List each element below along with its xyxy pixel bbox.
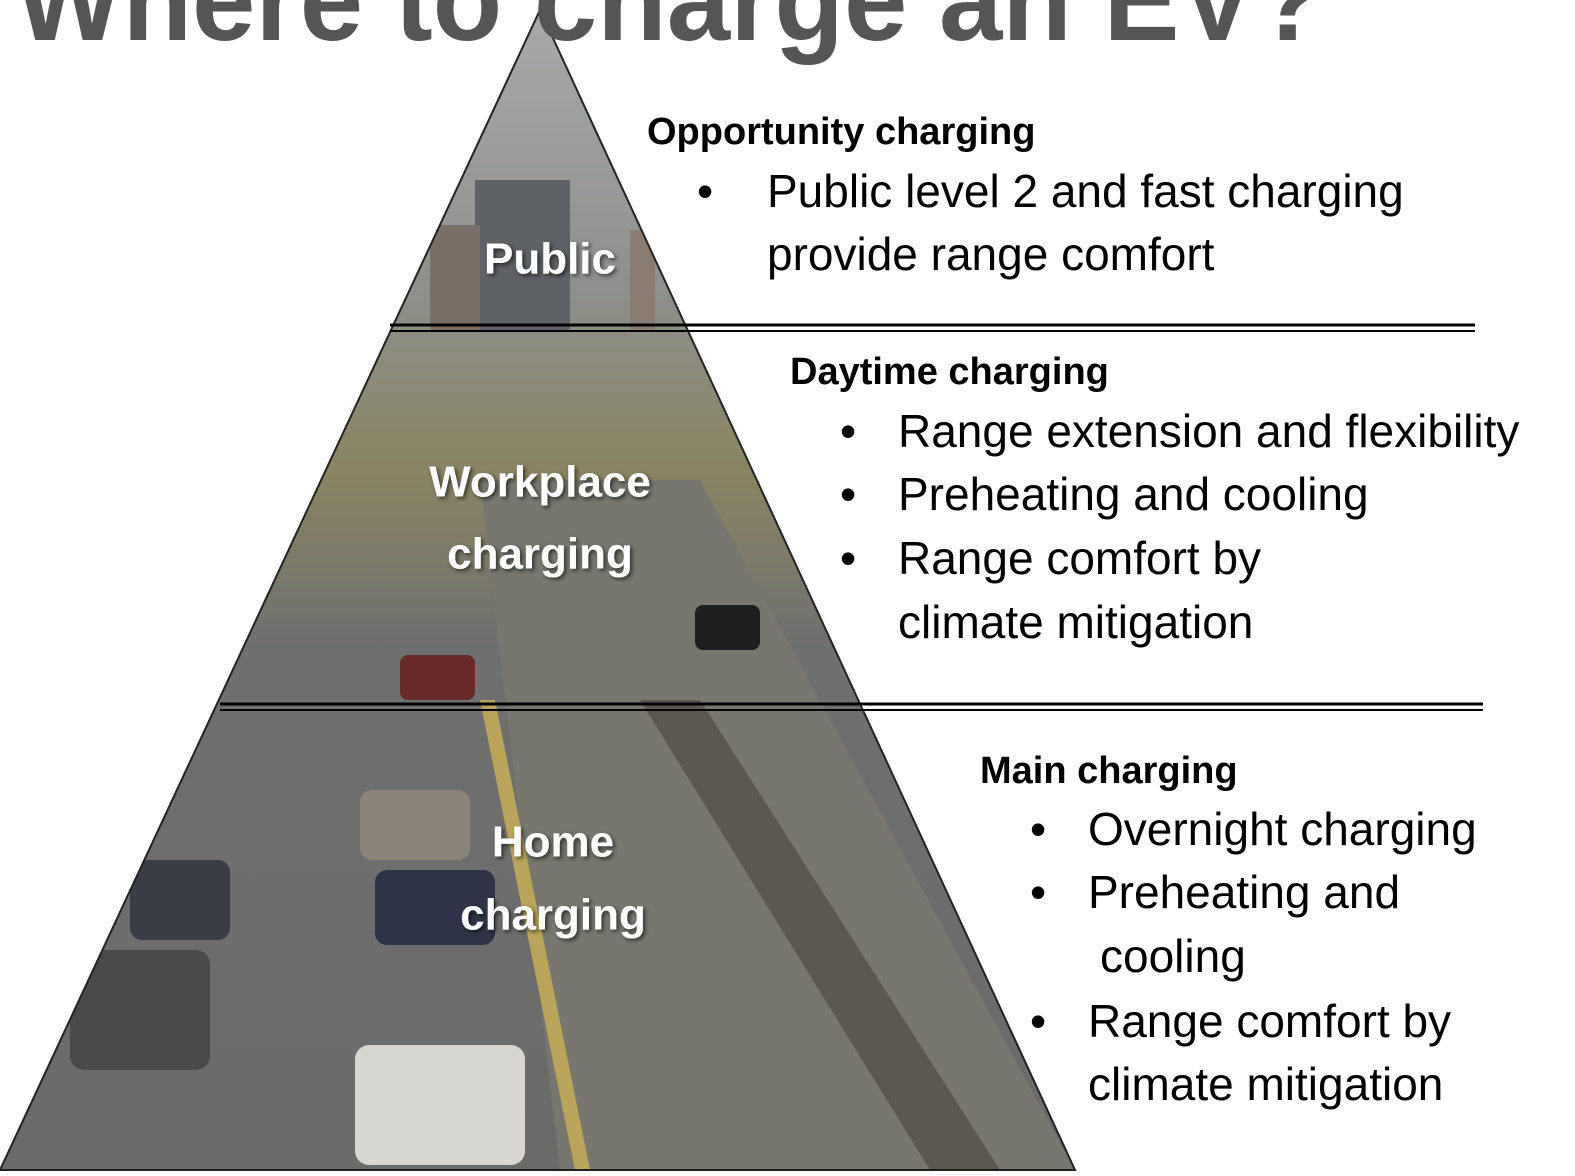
bullet-dot: •: [1030, 995, 1046, 1047]
tier-heading: Main charging: [980, 750, 1238, 792]
bullet-dot: •: [840, 405, 856, 457]
bullet-text: Preheating and: [1088, 866, 1400, 918]
bullet-dot: •: [1030, 866, 1046, 918]
bullet-text: Public level 2 and fast charging: [767, 165, 1404, 217]
bullet-text: provide range comfort: [767, 228, 1215, 280]
tier-label: charging: [460, 891, 646, 940]
tier-label: Public: [484, 235, 616, 284]
bullet-dot: •: [840, 532, 856, 584]
bullet-dot: •: [840, 468, 856, 520]
tier-label: charging: [447, 530, 633, 579]
tier-label: Workplace: [429, 458, 651, 507]
bullet-text: climate mitigation: [898, 596, 1253, 648]
bullet-text: Range comfort by: [898, 532, 1261, 584]
bullet-text: cooling: [1100, 930, 1246, 982]
bullet-dot: •: [697, 165, 713, 217]
slide: Where to charge an EV? Public Opportunity…: [0, 0, 1575, 1176]
tier-label: Home: [492, 818, 614, 867]
bullet-text: Overnight charging: [1088, 803, 1477, 855]
slide-title: Where to charge an EV?: [15, 0, 1325, 66]
tier-heading: Daytime charging: [790, 351, 1109, 393]
bullet-text: climate mitigation: [1088, 1058, 1443, 1110]
bullet-text: Range extension and flexibility: [898, 405, 1519, 457]
bullet-dot: •: [1030, 803, 1046, 855]
bullet-text: Preheating and cooling: [898, 468, 1369, 520]
bullet-text: Range comfort by: [1088, 995, 1451, 1047]
tier-heading: Opportunity charging: [647, 111, 1035, 153]
